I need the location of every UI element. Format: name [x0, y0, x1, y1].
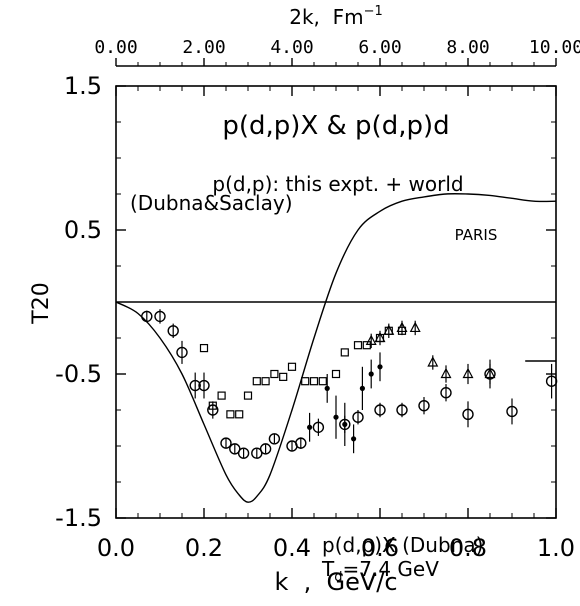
circle-point: [251, 447, 263, 459]
axes: 0.0 0.2 0.4 0.6 0.8 1.0 1.5 0.5 -0.5 -1.5 0.00 2.00…: [55, 37, 580, 562]
dot-point: [324, 385, 330, 391]
circle-point: [167, 325, 179, 337]
top-tick-label: 0.00: [94, 37, 137, 58]
square-point: [279, 372, 288, 381]
x-tick-label: 0.4: [273, 534, 311, 562]
top-tick-label: 2.00: [182, 37, 225, 58]
td-main: T: [321, 557, 335, 581]
square-point: [226, 410, 235, 419]
circle-point: [207, 404, 219, 416]
y-tick-label: 1.5: [64, 72, 102, 100]
triangle-point: [427, 356, 439, 367]
circle-point: [259, 443, 272, 455]
top-axis-label-main: 2k, Fm: [289, 5, 363, 29]
triangle-point: [440, 367, 452, 379]
circle-point: [268, 433, 281, 445]
x-tick-label: 0.2: [185, 534, 223, 562]
td-label: Td=7.4 GeV: [321, 557, 439, 585]
square-point: [270, 369, 279, 379]
circle-point: [141, 310, 153, 323]
triangle-point: [365, 334, 377, 345]
square-point: [353, 341, 363, 350]
circle-point: [440, 387, 452, 399]
square-point: [252, 377, 261, 386]
square-point: [331, 369, 341, 379]
circle-point: [312, 421, 325, 433]
dubna-label: p(d,p)X (Dubna): [322, 533, 483, 557]
dot-point: [333, 414, 339, 420]
td-sub: d: [334, 570, 342, 585]
circle-point: [237, 447, 250, 459]
x-tick-label: 0.0: [97, 534, 135, 562]
y-axis-label: T20: [29, 282, 54, 324]
x-tick-label: 1.0: [537, 534, 575, 562]
x-axis-label: k , GeV/c: [274, 568, 397, 596]
line-PARIS: [115, 193, 557, 503]
triangle-point: [383, 324, 395, 335]
y-tick-label: -1.5: [55, 504, 102, 532]
circle-point: [506, 405, 518, 418]
circle-point: [220, 437, 232, 449]
square-point: [309, 377, 319, 386]
dot-point: [351, 436, 357, 442]
dot-point: [307, 424, 313, 430]
square-point: [199, 343, 209, 353]
square-point: [243, 391, 253, 400]
top-tick-label: 6.00: [358, 37, 401, 58]
square-point: [340, 348, 349, 357]
circle-point: [418, 399, 430, 412]
series-circles: [141, 309, 558, 459]
series-PARIS: [115, 193, 557, 503]
series-squares: [199, 326, 407, 419]
dot-point: [359, 385, 365, 391]
y-tick-label: -0.5: [55, 360, 102, 388]
annotation-line1: p(d,p): this expt. + world: [212, 172, 463, 196]
circle-point: [396, 404, 408, 416]
annotation-line2: (Dubna&Saclay): [130, 191, 293, 215]
square-point: [235, 410, 244, 419]
triangle-point: [484, 367, 496, 379]
square-point: [287, 362, 297, 371]
square-point: [318, 377, 327, 386]
circle-point: [154, 310, 166, 323]
circle-point: [189, 379, 201, 392]
labels: p(d,p)X & p(d,p)d p(d,p): this expt. + w…: [29, 4, 497, 596]
top-tick-label: 8.00: [446, 37, 489, 58]
circle-point: [229, 443, 241, 455]
series-layer: [115, 193, 558, 503]
circle-point: [198, 379, 210, 392]
top-tick-label: 4.00: [270, 37, 313, 58]
dot-point: [342, 421, 348, 427]
circle-point: [374, 404, 386, 416]
y-tick-label: 0.5: [64, 216, 102, 244]
circle-point: [545, 375, 558, 387]
square-point: [301, 377, 310, 386]
top-axis-label-exp: −1: [364, 4, 383, 19]
square-point: [217, 391, 226, 400]
dot-point: [368, 371, 374, 377]
triangle-point: [396, 321, 408, 333]
square-point: [362, 341, 371, 350]
triangle-point: [409, 321, 421, 333]
chart-title: p(d,p)X & p(d,p)d: [222, 111, 449, 141]
dot-point: [377, 364, 383, 370]
x-tick-label: 0.8: [449, 534, 487, 562]
circle-point: [295, 437, 307, 449]
square-point: [261, 377, 270, 386]
x-tick-label: 0.6: [361, 534, 399, 562]
td-rest: =7.4 GeV: [342, 557, 439, 581]
circle-point: [462, 408, 474, 421]
series-dots: [307, 352, 383, 454]
square-point: [208, 401, 217, 410]
top-tick-label: 10.00: [529, 37, 580, 58]
triangle-point: [462, 367, 474, 379]
triangle-point: [374, 331, 386, 343]
circle-point: [176, 346, 188, 359]
series-triangles: [365, 320, 496, 385]
top-axis-label: 2k, Fm−1: [289, 4, 383, 29]
paris-label: PARIS: [455, 226, 498, 244]
circle-point: [352, 411, 364, 423]
